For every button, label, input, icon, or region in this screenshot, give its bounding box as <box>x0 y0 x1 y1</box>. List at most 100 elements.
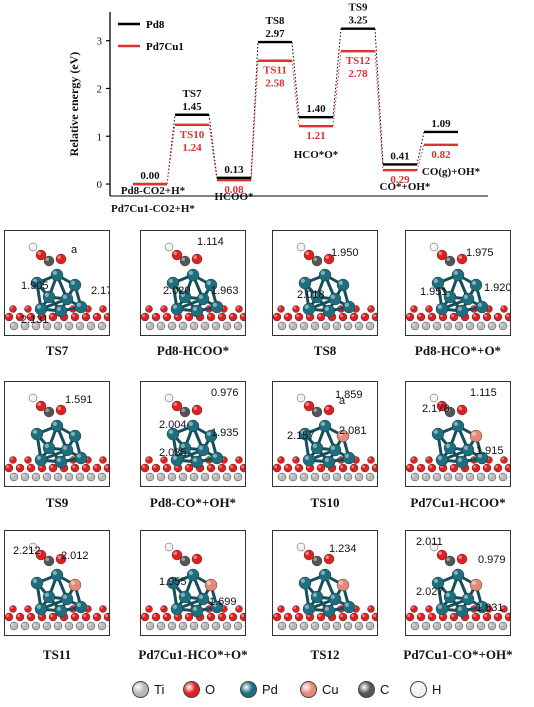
legend-item-h: H <box>410 678 441 700</box>
connector-Pd8 <box>374 28 384 165</box>
site-label: a <box>339 395 346 407</box>
distance-label: 1.114 <box>197 236 224 248</box>
distance-label: 2.175 <box>91 285 109 297</box>
panel-caption: TS11 <box>42 647 72 662</box>
y-tick-label: 0 <box>97 179 103 191</box>
distance-label: 1.905 <box>21 280 49 292</box>
state-label: CO(g)+OH* <box>422 166 481 178</box>
structure-panel: 1.234 <box>272 530 378 636</box>
structure-image: 1.591 <box>5 393 109 482</box>
panel-caption: TS8 <box>313 343 337 358</box>
distance-label: 2.018 <box>297 289 325 301</box>
distance-label: 1.915 <box>476 445 504 457</box>
panel-caption: TS10 <box>310 495 340 510</box>
legend-label: Ti <box>154 681 165 697</box>
value-label-pd7cu1: 0.29 <box>390 174 410 186</box>
connector-Pd7Cu1 <box>332 51 342 127</box>
distance-label: 0.976 <box>211 387 239 399</box>
distance-label: 1.955 <box>159 576 187 588</box>
legend-item-o: O <box>183 678 215 700</box>
panel-caption: TS9 <box>45 495 69 510</box>
structure-panel: 0.976 2.004 1.935 2.035 <box>140 381 246 487</box>
distance-label: 1.920 <box>484 282 510 294</box>
h-atom-icon <box>410 680 427 698</box>
cu-atom-icon <box>300 680 317 698</box>
value-label-pd7cu1: 1.21 <box>306 130 325 142</box>
distance-label: 2.027 <box>416 586 444 598</box>
value-label-pd8: 1.45 <box>182 101 202 113</box>
panel-caption: Pd7Cu1-HCOO* <box>410 495 506 510</box>
element-legend: Ti O Pd Cu C H <box>0 678 534 700</box>
structure-panel: 2.212 2.012 <box>4 530 110 636</box>
structure-image: 1.905 2.131 2.175 a <box>5 242 109 331</box>
state-label: Pd7Cu1-CO2+H* <box>111 203 195 215</box>
legend-label: Cu <box>322 681 339 697</box>
site-label: a <box>71 244 78 256</box>
structure-image: 0.976 2.004 1.935 2.035 <box>141 387 245 482</box>
structure-panel: 1.955 1.699 <box>140 530 246 636</box>
distance-label: 1.951 <box>420 286 448 298</box>
panel-caption: TS7 <box>45 343 69 358</box>
o-atom-icon <box>183 680 200 698</box>
value-label-pd8: 0.41 <box>390 150 409 162</box>
distance-label: 2.011 <box>416 536 443 548</box>
distance-label: 1.591 <box>65 394 93 406</box>
distance-label: 1.935 <box>211 427 239 439</box>
distance-label: 2.212 <box>13 545 41 557</box>
structure-image: 1.115 2.178 1.915 <box>406 387 510 482</box>
state-label: HCOO* <box>214 191 254 203</box>
distance-label: 1.831 <box>476 602 504 614</box>
connector-Pd7Cu1 <box>208 124 218 181</box>
panel-caption: Pd8-HCO*+O* <box>414 343 502 358</box>
pd-atom-icon <box>240 680 257 698</box>
value-label-pd8: 0.00 <box>140 170 160 182</box>
legend-label: O <box>205 681 216 697</box>
value-label-pd8: 1.40 <box>306 103 326 115</box>
distance-label: 1.234 <box>329 543 357 555</box>
structure-panel: 1.591 <box>4 381 110 487</box>
structure-panel: 1.905 2.131 2.175 a <box>4 230 110 336</box>
ts-label: TS8 <box>266 15 285 27</box>
structure-image: 2.011 0.979 2.027 1.831 <box>406 536 510 631</box>
ts-label: TS7 <box>183 88 202 100</box>
c-atom-icon <box>358 680 375 698</box>
connector-Pd7Cu1 <box>416 144 425 171</box>
legend-label: Pd <box>262 681 278 697</box>
ts-label-red: TS11 <box>263 65 287 77</box>
legend-label: C <box>380 681 390 697</box>
distance-label: 2.157 <box>287 430 315 442</box>
ts-label-red: TS12 <box>346 55 371 67</box>
structure-panel: 1.115 2.178 1.915 <box>405 381 511 487</box>
value-label-pd8: 1.09 <box>431 118 451 130</box>
value-label-pd7cu1: 0.08 <box>224 184 244 196</box>
legend-label: H <box>432 681 442 697</box>
connector-Pd8 <box>332 28 342 118</box>
y-tick-label: 1 <box>97 131 103 143</box>
value-label-pd7cu1: 1.24 <box>182 142 202 154</box>
structure-panel: 1.975 1.951 1.920 <box>405 230 511 336</box>
legend-item-pd: Pd <box>240 678 278 700</box>
legend-item-c: C <box>358 678 389 700</box>
y-tick-label: 3 <box>97 36 103 48</box>
value-label-pd7cu1: 2.58 <box>265 78 285 90</box>
distance-label: 2.012 <box>61 550 89 562</box>
distance-label: 1.963 <box>211 285 239 297</box>
distance-label: 2.020 <box>163 285 191 297</box>
distance-label: 1.975 <box>466 247 494 259</box>
structure-image: 1.859 2.157 2.081 a <box>273 389 377 482</box>
value-label-pd7cu1: 0.82 <box>431 149 451 161</box>
ts-label-red: TS10 <box>180 129 205 141</box>
panel-caption: Pd8-CO*+OH* <box>149 495 237 510</box>
energy-profile-chart: 0 1 2 3 Relative energy (eV) 0.00 1.45 0.13 2.97… <box>67 2 488 215</box>
value-label-pd8: 3.25 <box>348 15 368 27</box>
distance-label: 0.979 <box>478 554 506 566</box>
legend-item-ti: Ti <box>132 678 164 700</box>
structure-panel: 1.859 2.157 2.081 a <box>272 381 378 487</box>
value-label-pd7cu1: 2.78 <box>348 68 368 80</box>
distance-label: 1.950 <box>331 247 359 259</box>
y-axis-label: Relative energy (eV) <box>67 52 81 157</box>
legend-entry: Pd8 <box>146 19 165 31</box>
connector-Pd7Cu1 <box>291 60 300 127</box>
connector-Pd7Cu1 <box>166 124 176 185</box>
structure-image: 1.234 <box>273 542 377 631</box>
